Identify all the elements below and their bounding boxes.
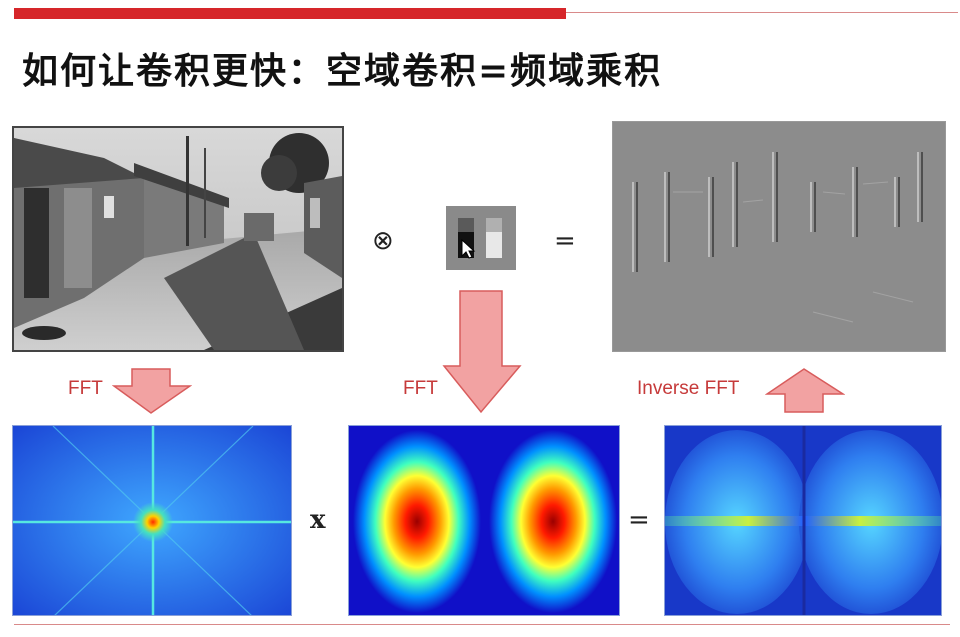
arrow-up-inverse-fft [765,368,845,413]
footer-line [14,624,950,625]
title-accent-line [566,12,958,13]
convolution-operator: ⊗ [372,226,394,256]
equals-operator-bottom: = [628,505,650,535]
inverse-fft-label: Inverse FFT [637,378,740,399]
product-spectrum [664,425,942,616]
cursor-icon [461,238,476,259]
image-spectrum [12,425,292,616]
fft-label-image: FFT [68,378,103,399]
title-accent-bar [14,8,566,19]
edge-filtered-image [612,121,946,352]
slide-title: 如何让卷积更快：空域卷积=频域乘积 [22,50,663,92]
street-photo [12,126,344,352]
multiply-operator: x [310,505,326,535]
kernel-image [446,206,516,270]
arrow-down-fft-kernel [442,290,522,414]
fft-label-kernel: FFT [403,378,438,399]
equals-operator-top: = [554,226,576,256]
kernel-spectrum [348,425,620,616]
arrow-down-fft-image [112,368,192,414]
